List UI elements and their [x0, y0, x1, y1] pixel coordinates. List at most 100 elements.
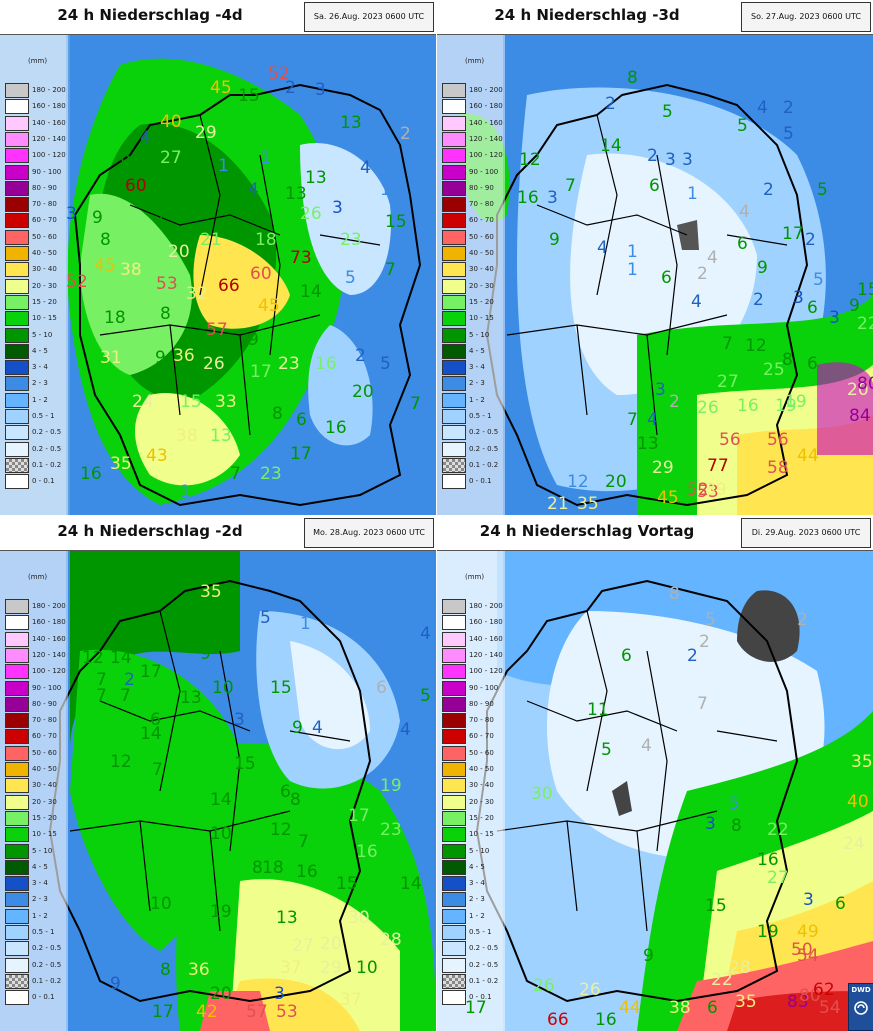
precip-value-label: 1 [627, 242, 638, 262]
legend-swatch [5, 262, 29, 278]
legend-label: 160 - 180 [469, 618, 503, 627]
precip-value-label: 14 [140, 724, 162, 744]
precip-value-label: 22 [711, 970, 733, 990]
legend-label: 70 - 80 [32, 200, 57, 209]
legend-label: 120 - 140 [32, 650, 66, 659]
legend-row: 2 - 3 [442, 376, 504, 392]
legend-swatch [5, 762, 29, 777]
legend-swatch [442, 615, 466, 631]
legend-row: 40 - 50 [442, 246, 504, 261]
precip-value-label: 3 [332, 198, 343, 218]
legend-row: 0.5 - 1 [442, 409, 504, 424]
precip-value-label: 20 [210, 984, 232, 1004]
precip-value-label: 49 [797, 922, 819, 942]
precip-value-label: 4 [641, 736, 652, 756]
legend-label: 0.2 - 0.5 [469, 444, 499, 453]
legend-swatch [442, 246, 466, 261]
legend-swatch [442, 376, 466, 392]
legend-swatch [5, 696, 29, 712]
precip-value-label: 17 [152, 1002, 174, 1022]
precip-value-label: 18 [104, 308, 126, 328]
precip-value-label: 6 [737, 234, 748, 254]
precip-value-label: 37 [280, 958, 302, 978]
legend-swatch [442, 631, 466, 647]
legend-row: 90 - 100 [442, 164, 504, 180]
legend-swatch [442, 696, 466, 712]
legend-label: 20 - 30 [32, 797, 57, 806]
legend-row: 0.5 - 1 [5, 925, 67, 940]
legend-swatch [442, 148, 466, 164]
legend-label: 10 - 15 [32, 830, 57, 839]
legend: (mm) 180 - 200 160 - 180 140 - 160 120 - 140… [0, 35, 68, 515]
precip-value-label: 80 [857, 374, 873, 394]
precip-value-label: 15 [270, 678, 292, 698]
legend-row: 5 - 10 [442, 327, 504, 343]
precip-value-label: 2 [697, 264, 708, 284]
precip-value-label: 12 [110, 752, 132, 772]
legend-label: 2 - 3 [469, 379, 485, 388]
precip-value-label: 9 [757, 258, 768, 278]
precip-value-label: 36 [173, 346, 195, 366]
legend-row: 0 - 0.1 [442, 990, 504, 1006]
precip-value-label: 42 [196, 1002, 218, 1022]
precip-value-label: 9 [292, 718, 303, 738]
legend: (mm) 180 - 200 160 - 180 140 - 160 120 - 140… [437, 551, 505, 1031]
precip-value-label: 57 [246, 1002, 268, 1022]
legend-swatch [442, 990, 466, 1006]
map-panel-minus-3d: 24 h Niederschlag -3d So. 27.Aug. 2023 0… [437, 0, 873, 515]
precip-value-label: 52 [268, 64, 290, 84]
legend-label: 0.5 - 1 [32, 412, 55, 420]
precip-value-label: 1 [260, 148, 271, 168]
legend-row: 180 - 200 [442, 599, 504, 614]
precip-value-label: 27 [292, 936, 314, 956]
precip-value-label: 4 [248, 180, 259, 200]
precip-value-label: 38 [176, 426, 198, 446]
legend-swatch [5, 631, 29, 647]
legend-swatch [5, 229, 29, 245]
precip-value-label: 40 [160, 112, 182, 132]
map-panel-minus-4d: 24 h Niederschlag -4d Sa. 26.Aug. 2023 0… [0, 0, 436, 515]
dwd-logo-text: DWD [851, 986, 871, 994]
precip-value-label: 9 [270, 482, 281, 502]
precip-value-label: 53 [697, 482, 719, 502]
legend-row: 60 - 70 [5, 213, 67, 229]
precip-value-label: 2 [124, 670, 135, 690]
legend-row: 100 - 120 [442, 148, 504, 164]
precip-value-label: 7 [722, 334, 733, 354]
legend-row: 90 - 100 [5, 680, 67, 696]
precip-value-label: 8 [160, 960, 171, 980]
precip-value-label: 60 [125, 176, 147, 196]
precip-value-label: 73 [290, 248, 312, 268]
precip-value-label: 3 [829, 308, 840, 328]
precip-value-label: 35 [110, 454, 132, 474]
legend-swatch [442, 892, 466, 908]
legend-label: 1 - 2 [469, 395, 485, 404]
legend-swatch [442, 794, 466, 810]
precip-value-label: 77 [707, 456, 729, 476]
legend: (mm) 180 - 200 160 - 180 140 - 160 120 - 140… [0, 551, 68, 1031]
precip-value-label: 8 [160, 304, 171, 324]
precip-value-label: 26 [697, 398, 719, 418]
legend-swatch [442, 327, 466, 343]
precip-value-label: 4 [360, 158, 371, 178]
precip-value-label: 16 [356, 842, 378, 862]
precip-value-label: 3 [234, 710, 245, 730]
precip-value-label: 44 [797, 446, 819, 466]
legend-row: 20 - 30 [5, 278, 67, 294]
precip-value-label: 12 [82, 648, 104, 668]
legend-row: 0.2 - 0.5 [442, 957, 504, 973]
legend-swatch [5, 115, 29, 131]
panel-date: So. 27.Aug. 2023 0600 UTC [741, 2, 871, 32]
panel-title: 24 h Niederschlag -4d [57, 6, 243, 24]
legend-swatch [442, 843, 466, 859]
precip-value-label: 8 [290, 790, 301, 810]
legend-label: 0.2 - 0.5 [469, 944, 499, 953]
precip-value-label: 19 [757, 922, 779, 942]
precip-value-label: 2 [783, 98, 794, 118]
legend-label: 30 - 40 [469, 781, 494, 790]
legend-row: 1 - 2 [442, 392, 504, 408]
legend-label: 4 - 5 [32, 346, 48, 355]
precip-value-label: 16 [517, 188, 539, 208]
legend-swatch [5, 311, 29, 327]
precip-value-label: 56 [767, 430, 789, 450]
